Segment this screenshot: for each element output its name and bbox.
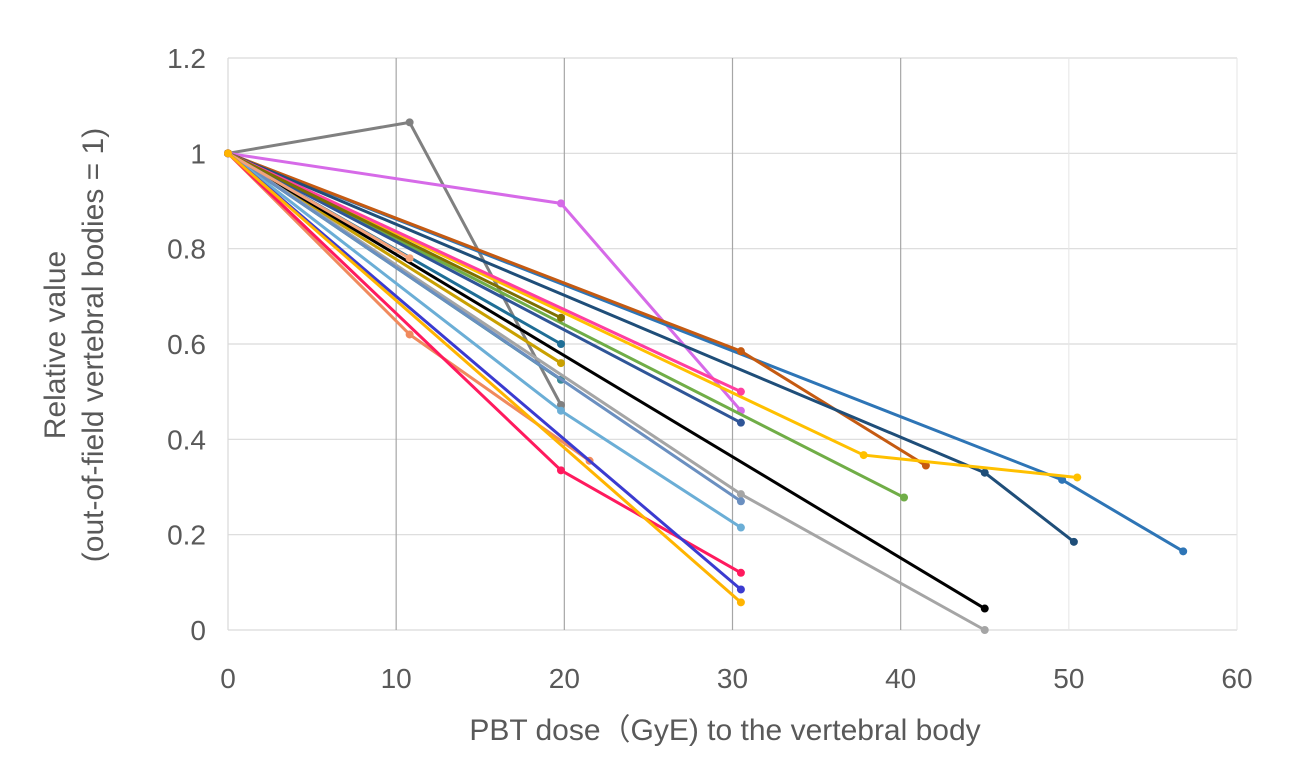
series-line	[227, 152, 742, 529]
data-point	[736, 418, 745, 427]
y-tick-label: 1	[190, 138, 206, 169]
series-line	[226, 152, 742, 575]
series-s22	[224, 149, 745, 607]
series-line	[227, 152, 986, 610]
data-point	[736, 497, 745, 506]
x-tick-label: 60	[1221, 663, 1252, 694]
series-group	[224, 118, 1188, 634]
data-point	[736, 585, 745, 594]
series-line	[227, 152, 742, 424]
x-axis-label: PBT dose（GyE) to the vertebral body	[469, 714, 980, 747]
series-line	[227, 151, 742, 394]
x-tick-label: 0	[220, 663, 236, 694]
y-axis-label-line1: Relative value	[39, 251, 72, 439]
data-point	[224, 149, 232, 158]
data-point	[921, 461, 930, 470]
data-point	[405, 330, 414, 339]
data-point	[736, 568, 745, 577]
data-point	[859, 451, 868, 460]
series-s15	[224, 149, 989, 634]
data-point	[556, 359, 565, 368]
x-tick-label: 50	[1053, 663, 1084, 694]
series-line	[227, 151, 905, 499]
data-point	[736, 598, 745, 607]
data-point	[736, 523, 745, 532]
series-s7	[224, 149, 745, 396]
y-tick-labels: 0 0.2 0.4 0.6 0.8 1 1.2	[167, 43, 206, 646]
x-tick-label: 20	[549, 663, 580, 694]
y-tick-label: 1.2	[167, 43, 206, 74]
data-point	[556, 313, 565, 322]
y-tick-label: 0.2	[167, 520, 206, 551]
y-tick-label: 0.6	[167, 329, 206, 360]
series-line	[227, 152, 742, 604]
grid	[227, 57, 1238, 631]
data-point	[736, 347, 745, 356]
series-s5	[224, 149, 1078, 546]
data-point	[556, 199, 565, 208]
x-tick-label: 10	[381, 663, 412, 694]
data-point	[405, 254, 414, 263]
data-point	[556, 406, 565, 415]
data-point	[556, 401, 565, 410]
data-point	[980, 468, 989, 477]
data-point	[556, 340, 565, 348]
data-point	[736, 387, 745, 396]
series-line	[227, 152, 742, 591]
series-line	[227, 152, 742, 503]
data-point	[1073, 473, 1082, 482]
x-tick-labels: 0 10 20 30 40 50 60	[220, 663, 1252, 694]
data-point	[736, 490, 745, 499]
series-s3	[224, 149, 1188, 556]
data-point	[900, 493, 909, 502]
data-point	[980, 626, 989, 634]
series-line	[227, 151, 562, 320]
data-point	[1179, 547, 1188, 556]
y-tick-label: 0.4	[167, 424, 206, 455]
series-s21	[224, 149, 745, 594]
x-tick-label: 40	[885, 663, 916, 694]
data-point	[1069, 537, 1078, 546]
y-tick-label: 0.8	[167, 234, 206, 265]
series-s6	[224, 149, 1082, 482]
data-point	[1058, 475, 1067, 484]
series-line	[227, 151, 927, 467]
x-tick-label: 30	[717, 663, 748, 694]
y-axis-label-line2: (out-of-field vertebral bodies = 1)	[77, 128, 110, 562]
y-tick-label: 0	[190, 615, 206, 646]
data-point	[405, 118, 414, 127]
series-line	[227, 152, 411, 260]
data-point	[556, 466, 565, 475]
series-s17	[224, 149, 745, 532]
data-point	[980, 604, 989, 613]
